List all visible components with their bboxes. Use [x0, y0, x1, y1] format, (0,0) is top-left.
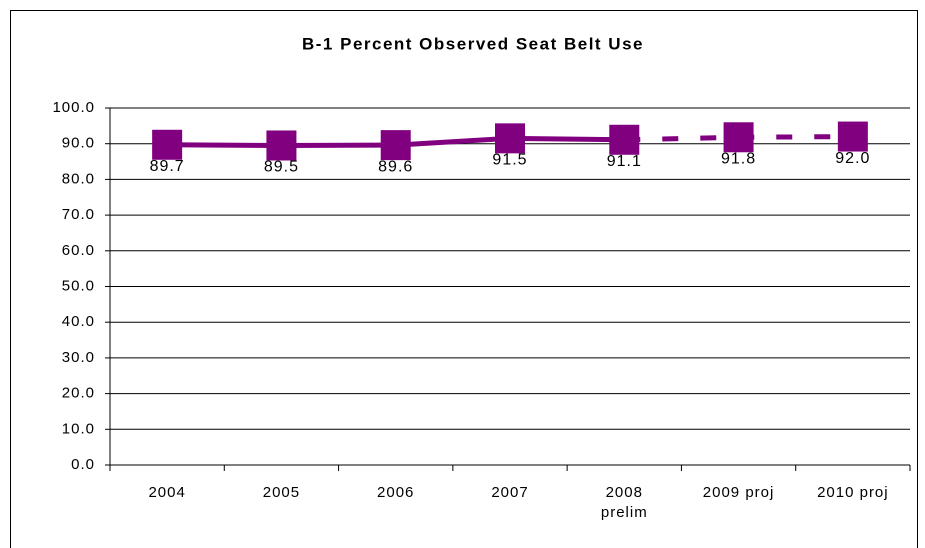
y-tick-label: 60.0 — [62, 242, 95, 259]
marker — [609, 124, 640, 155]
x-tick-label: 2007 — [491, 484, 529, 501]
y-tick-label: 100.0 — [52, 99, 95, 116]
marker — [152, 129, 183, 160]
x-tick-label: 2008 prelim — [600, 484, 648, 521]
y-tick-label: 0.0 — [71, 456, 95, 473]
x-tick-label: 2010 proj — [817, 484, 889, 501]
y-tick-label: 50.0 — [62, 277, 95, 294]
y-tick-label: 70.0 — [62, 206, 95, 223]
x-tick-label: 2005 — [262, 484, 301, 501]
marker — [266, 130, 297, 161]
marker — [723, 122, 754, 153]
y-tick-label: 40.0 — [62, 313, 95, 330]
chart-frame — [10, 10, 918, 548]
data-label: 89.7 — [150, 158, 185, 175]
data-label: 91.5 — [492, 152, 527, 169]
data-label: 91.1 — [607, 153, 642, 170]
x-tick-label: 2006 — [377, 484, 415, 501]
chart-title: B-1 Percent Observed Seat Belt Use — [302, 34, 644, 53]
data-label: 91.8 — [721, 150, 756, 167]
y-tick-label: 80.0 — [62, 170, 95, 187]
marker — [380, 130, 411, 161]
data-label: 89.5 — [264, 159, 299, 176]
marker — [495, 123, 525, 154]
data-label: 89.6 — [378, 158, 413, 175]
y-tick-label: 20.0 — [62, 385, 95, 402]
x-tick-label: 2004 — [148, 484, 186, 501]
x-tick-label: 2009 proj — [702, 484, 775, 501]
y-tick-label: 30.0 — [62, 349, 95, 366]
y-tick-label: 90.0 — [62, 135, 95, 152]
marker — [837, 121, 868, 152]
y-tick-label: 10.0 — [62, 420, 95, 437]
data-label: 92.0 — [835, 150, 870, 167]
